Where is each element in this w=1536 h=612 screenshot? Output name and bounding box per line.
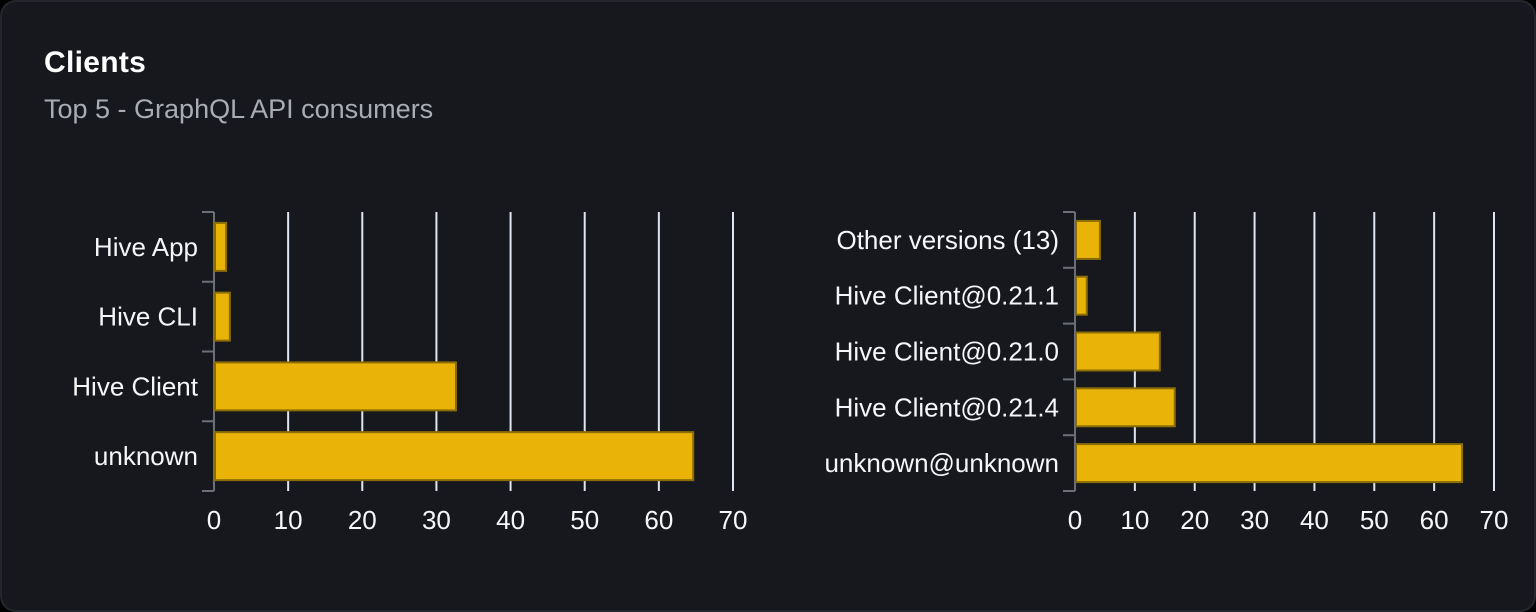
category-label: Hive Client@0.21.1 (835, 281, 1059, 311)
bar[interactable] (214, 221, 228, 272)
x-tick-label: 50 (1360, 505, 1389, 535)
x-tick-label: 30 (1240, 505, 1269, 535)
category-label: Hive Client@0.21.0 (835, 337, 1059, 367)
bar[interactable] (214, 291, 231, 342)
bar[interactable] (1075, 275, 1088, 316)
card-header: Clients Top 5 - GraphQL API consumers (44, 46, 433, 125)
x-tick-label: 50 (570, 505, 599, 535)
bar[interactable] (214, 361, 457, 412)
top-client-versions-bar-chart: 0 10 20 30 40 50 60 70 Other versions (13) Hive C… (824, 211, 1509, 535)
bar[interactable] (214, 431, 695, 482)
x-tick-label: 0 (1068, 505, 1082, 535)
x-tick-label: 40 (496, 505, 525, 535)
x-tick-label: 20 (348, 505, 377, 535)
bar[interactable] (1075, 387, 1176, 428)
charts-row: 0 10 20 30 40 50 60 70 Hive App Hive CLI Hive Clie… (2, 152, 1536, 582)
x-tick-label: 0 (207, 505, 221, 535)
x-tick-label: 40 (1300, 505, 1329, 535)
x-tick-label: 60 (644, 505, 673, 535)
x-tick-label: 10 (274, 505, 303, 535)
category-label: Hive Client@0.21.4 (835, 392, 1059, 422)
x-tick-label: 20 (1180, 505, 1209, 535)
x-tick-label: 70 (719, 505, 748, 535)
bar[interactable] (1075, 331, 1161, 372)
category-label: unknown@unknown (824, 448, 1059, 478)
bar[interactable] (1075, 219, 1101, 260)
category-label: unknown (94, 441, 198, 471)
category-label: Hive CLI (98, 302, 198, 332)
x-tick-label: 70 (1480, 505, 1509, 535)
top-clients-bar-chart: 0 10 20 30 40 50 60 70 Hive App Hive CLI Hive Clie… (72, 211, 748, 535)
card-title: Clients (44, 46, 147, 79)
card-subtitle: Top 5 - GraphQL API consumers (44, 94, 434, 124)
category-label: Other versions (13) (836, 225, 1059, 255)
x-tick-label: 60 (1420, 505, 1449, 535)
x-tick-label: 10 (1120, 505, 1149, 535)
bar[interactable] (1075, 443, 1464, 484)
x-tick-label: 30 (422, 505, 451, 535)
category-label: Hive App (94, 232, 198, 262)
category-label: Hive Client (72, 371, 198, 401)
